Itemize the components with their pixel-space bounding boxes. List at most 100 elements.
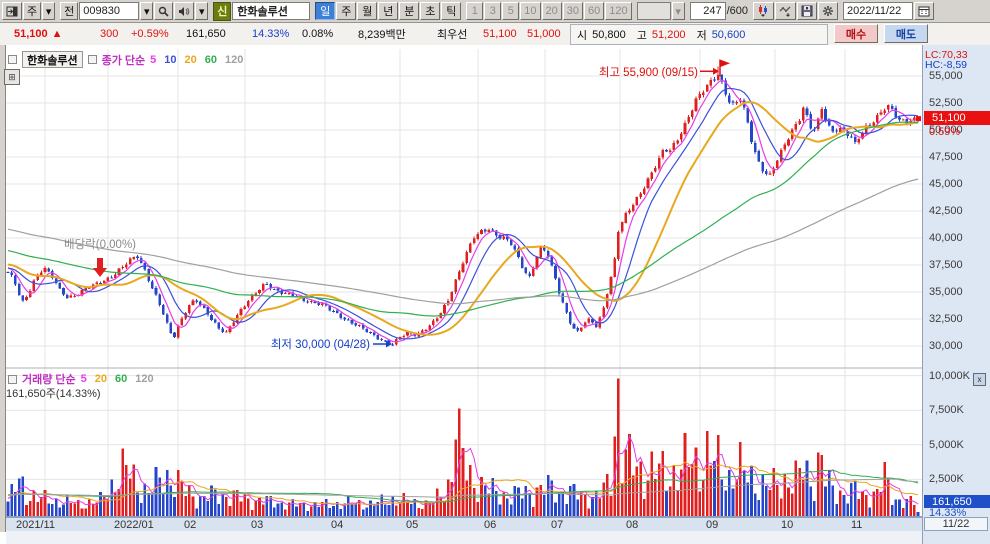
time-tick-label: 09 (706, 519, 719, 531)
period-combo[interactable]: 주 (23, 2, 42, 20)
minute-button-30[interactable]: 30 (562, 2, 583, 20)
price-tick-label: 35,000 (929, 286, 963, 298)
ma-legend-5: 5 (150, 53, 157, 66)
empty-combo[interactable] (636, 2, 671, 20)
period-tab-분[interactable]: 분 (399, 2, 420, 20)
volume-tick-label: 2,500K (929, 473, 964, 486)
last-price-marker (916, 116, 921, 122)
volume-ma-legend-items: 5 20 60 120 (81, 373, 154, 385)
close-pane-icon[interactable]: x (973, 373, 986, 386)
price-ma60-line (7, 121, 919, 317)
current-price-pct: 0.59% (929, 126, 961, 138)
bar-total-label: /600 (726, 5, 749, 17)
price-tick-label: 52,500 (929, 97, 963, 109)
period-tab-틱[interactable]: 틱 (441, 2, 462, 20)
volume-ma120-line (7, 478, 919, 498)
stock-name-label: 한화솔루션 (232, 2, 311, 20)
current-volume-pct: 14.33% (929, 507, 967, 519)
speaker-icon[interactable] (174, 2, 195, 20)
line-tool-icon[interactable] (775, 2, 797, 20)
volume-ratio: 14.33% (252, 27, 290, 40)
search-icon[interactable] (154, 2, 174, 20)
period-tab-초[interactable]: 초 (420, 2, 441, 20)
period-tab-월[interactable]: 월 (357, 2, 378, 20)
ma-legend-60: 60 (115, 373, 128, 385)
save-icon[interactable] (797, 2, 818, 20)
time-tick-label: 02 (184, 519, 197, 531)
volume-value: 161,650 (186, 27, 226, 40)
chart-canvas[interactable] (0, 45, 990, 544)
price-ma-legend-items: 5 10 20 60 120 (150, 54, 243, 66)
minute-button-120[interactable]: 120 (605, 2, 632, 20)
volume-bars (6, 378, 920, 516)
current-price-box: 51,100 (924, 111, 990, 125)
volume-tick-label: 10,000K (929, 369, 970, 382)
open-label: 시 (577, 29, 588, 42)
volume-ma-lines (7, 434, 919, 507)
best-bid: 51,000 (527, 27, 561, 40)
hc-value: HC:-8,59 (925, 59, 968, 71)
high-value: 51,200 (651, 28, 686, 41)
minute-button-group: 1 3 5 10 20 30 60 120 (466, 2, 632, 20)
price-legend-stock-chip[interactable]: 한화솔루션 (22, 51, 83, 68)
price-legend: 한화솔루션 종가 단순 5 10 20 60 120 (8, 51, 243, 68)
time-tick-label: 07 (551, 519, 564, 531)
volume-legend: 거래량 단순 5 20 60 120 (8, 371, 154, 387)
volume-tick-label: 7,500K (929, 404, 964, 417)
price-tick-label: 40,000 (929, 232, 963, 244)
period-combo-arrow-icon[interactable]: ▾ (42, 2, 56, 20)
high-label: 고 (636, 29, 647, 42)
candle-tool-icon[interactable] (753, 2, 775, 20)
period-tab-주[interactable]: 주 (336, 2, 357, 20)
price-tick-label: 50,000 (929, 124, 963, 136)
left-resize-strip[interactable] (0, 45, 6, 532)
price-change: 300 (100, 27, 119, 40)
minute-button-1[interactable]: 1 (466, 2, 484, 20)
time-tick-label: 11 (851, 519, 863, 531)
price-ma-lines (7, 79, 919, 343)
period-tab-일[interactable]: 일 (315, 2, 336, 20)
sell-button[interactable]: 매도 (884, 24, 928, 43)
volume-legend-label: 거래량 단순 (22, 374, 76, 386)
calendar-icon[interactable] (914, 2, 935, 20)
minute-button-60[interactable]: 60 (584, 2, 605, 20)
period-tab-년[interactable]: 년 (378, 2, 399, 20)
last-date-cell: 11/22 (924, 517, 988, 531)
bar-count-input[interactable]: 247 (689, 2, 726, 20)
legend-square-icon (87, 55, 97, 64)
stock-code-input[interactable]: 009830 (79, 2, 140, 20)
ma-legend-5: 5 (80, 373, 87, 385)
price-legend-label: 종가 단순 (101, 54, 146, 67)
legend-square-icon (8, 374, 17, 384)
empty-combo-arrow-icon[interactable]: ▾ (671, 2, 685, 20)
quote-info-row: 51,100 ▲ 300 +0.59% 161,650 14.33% 0.08%… (0, 23, 990, 46)
settings-gear-icon[interactable] (818, 2, 839, 20)
date-input[interactable]: 2022/11/22 (843, 2, 914, 20)
high-arrowhead-icon (713, 67, 719, 75)
minute-button-10[interactable]: 10 (520, 2, 541, 20)
chart-region: ⊞ 한화솔루션 종가 단순 5 10 20 60 120 거래량 단순 5 20 60 120… (0, 45, 990, 544)
ma-legend-10: 10 (164, 53, 177, 66)
time-tick-label: 03 (251, 519, 264, 531)
current-price: 51,100 ▲ (14, 27, 63, 40)
exdiv-arrow-icon (93, 258, 107, 277)
minute-button-20[interactable]: 20 (541, 2, 562, 20)
prev-stock-button[interactable]: 전 (60, 2, 79, 20)
ma-legend-20: 20 (184, 53, 197, 66)
time-tick-label: 08 (626, 519, 639, 531)
speaker-dropdown-icon[interactable]: ▾ (195, 2, 209, 20)
time-tick-label: 04 (331, 519, 344, 531)
minute-button-3[interactable]: 3 (484, 2, 502, 20)
code-dropdown-icon[interactable]: ▾ (140, 2, 154, 20)
grid-settings-icon[interactable]: ⊞ (4, 69, 20, 85)
price-tick-label: 32,500 (929, 313, 963, 325)
volume-sub-label: 161,650주(14.33%) (6, 388, 101, 400)
buy-button[interactable]: 매수 (834, 24, 878, 43)
panel-toggle-icon[interactable] (2, 2, 22, 20)
high-flag-icon (719, 59, 731, 77)
volume-ma20-line (7, 461, 919, 506)
minute-button-5[interactable]: 5 (502, 2, 520, 20)
time-tick-label: 10 (781, 519, 794, 531)
